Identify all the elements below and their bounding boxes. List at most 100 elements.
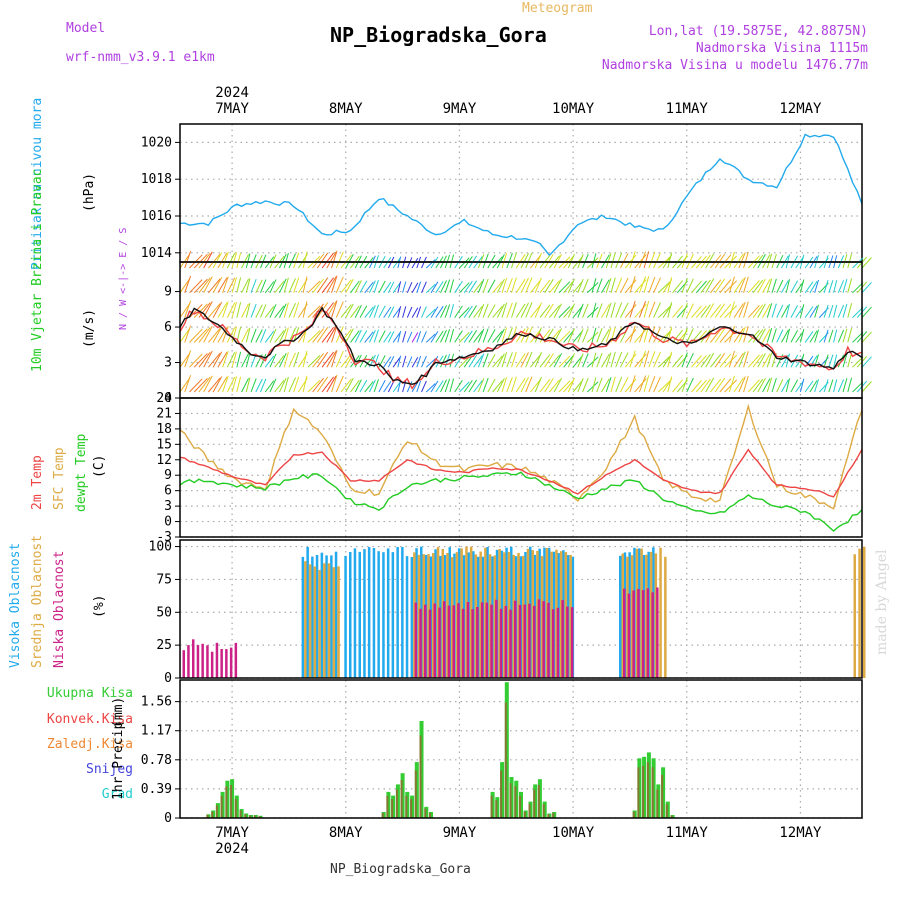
mid-cloud-bar-88 <box>484 547 487 678</box>
wind-barb-3-1 <box>193 278 208 294</box>
low-cloud-bar-158 <box>537 599 541 678</box>
top-day-label-3: 10MAY <box>552 101 595 117</box>
mid-cloud-bar-112 <box>645 554 648 678</box>
wind-barb-144-0 <box>861 257 872 269</box>
wind-barb-28-5 <box>312 377 324 393</box>
mid-cloud-bar-109 <box>630 555 634 678</box>
mid-cloud-bar-100 <box>540 556 544 678</box>
wind-barb-76-4 <box>539 354 551 368</box>
low-cloud-bar-127 <box>215 642 219 678</box>
wind-barb-22-4 <box>283 352 289 368</box>
wind-barb-63-4 <box>477 353 485 368</box>
low-cloud-bar-168 <box>632 590 635 678</box>
wind-barb-73-4 <box>525 351 533 368</box>
wind-barb-56-2 <box>444 304 451 318</box>
wind-barb-128-4 <box>785 353 790 368</box>
wind-barb-80-3 <box>558 330 571 343</box>
wind-barb-5-1 <box>203 276 213 294</box>
wind-barb-100-0 <box>653 252 661 269</box>
mid-cloud-label: Srednja Oblacnost <box>30 534 45 668</box>
wind-barb-124-0 <box>766 253 773 269</box>
wind-barb-128-2 <box>785 303 790 318</box>
wind-barb-17-2 <box>260 304 267 318</box>
wind-barb-8-4 <box>217 351 228 368</box>
wind-barb-24-0 <box>293 252 300 269</box>
wind-barb-127-2 <box>781 305 789 318</box>
wind-barb-98-1 <box>643 276 650 293</box>
wind-barb-87-2 <box>591 302 597 318</box>
wind-barb-117-1 <box>733 278 744 294</box>
wind-ylabel: 10m Vjetar Brzina i Pravac <box>30 168 45 373</box>
wind-barb-71-5 <box>515 378 526 393</box>
wind-barb-132-3 <box>804 331 814 343</box>
wind-barb-3-4 <box>193 353 208 368</box>
temperature-ytick-label-9: 24 <box>156 391 172 406</box>
wind-barb-114-4 <box>719 353 732 368</box>
wind-barb-81-1 <box>563 280 574 294</box>
bottom-day-label-3: 10MAY <box>552 825 595 841</box>
wind-barb-24-5 <box>293 376 300 393</box>
wind-barb-29-0 <box>316 252 329 269</box>
wind-barb-53-3 <box>430 331 439 343</box>
wind-barb-39-4 <box>364 356 374 368</box>
wind-barb-41-5 <box>373 379 379 393</box>
wind-barb-108-5 <box>691 379 702 393</box>
wind-barb-99-4 <box>648 351 656 368</box>
wind-barb-141-4 <box>847 352 853 368</box>
wind-barb-42-2 <box>378 305 386 318</box>
wind-barb-131-1 <box>799 279 805 293</box>
wind-barb-51-2 <box>421 306 427 318</box>
wind-barb-101-4 <box>658 355 671 368</box>
convective-bar-17 <box>405 795 408 818</box>
wind-barb-72-3 <box>520 327 529 343</box>
wind-barb-90-1 <box>605 277 612 293</box>
wind-barb-21-2 <box>279 303 287 318</box>
wind-barb-1-5 <box>184 375 192 393</box>
convective-bar-44 <box>665 804 668 818</box>
wind-barb-18-4 <box>264 355 275 368</box>
low-cloud-bar-124 <box>201 643 204 678</box>
wind-barb-29-1 <box>316 277 329 294</box>
wind-barb-90-0 <box>605 253 612 269</box>
wind-barb-57-1 <box>449 279 455 293</box>
wind-barb-110-1 <box>700 279 711 294</box>
wind-barb-86-2 <box>586 306 599 318</box>
wind-barb-84-1 <box>577 278 584 293</box>
wind-barb-32-2 <box>331 300 338 318</box>
wind-barb-104-4 <box>672 354 683 368</box>
wind-barb-130-1 <box>795 281 805 294</box>
wind-barb-106-2 <box>681 302 688 318</box>
model-label: Model <box>66 21 106 36</box>
wind-barb-116-5 <box>728 375 735 393</box>
high-cloud-bar-18 <box>391 552 395 678</box>
wind-barb-75-4 <box>534 352 542 368</box>
wind-barb-101-2 <box>658 306 671 318</box>
wind-barb-51-4 <box>421 355 427 368</box>
convective-bar-25 <box>500 770 503 818</box>
wind-barb-4-1 <box>198 277 211 294</box>
wind-barb-28-3 <box>312 328 324 343</box>
pressure-line <box>179 133 863 257</box>
wind-barb-117-3 <box>733 328 744 343</box>
wind-barb-61-3 <box>468 330 478 343</box>
wind-barb-44-1 <box>387 281 395 294</box>
wind-barb-94-3 <box>624 328 637 343</box>
wind-barb-83-5 <box>572 380 583 393</box>
low-cloud-bar-136 <box>433 603 436 678</box>
wind-barb-30-2 <box>321 302 334 318</box>
wind-barb-49-3 <box>411 332 419 343</box>
wind-barb-81-5 <box>563 379 574 393</box>
bottom-day-label-2: 9MAY <box>443 825 477 841</box>
low-cloud-bar-146 <box>480 602 484 678</box>
wind-barb-49-5 <box>411 381 419 393</box>
wind-barb-19-2 <box>269 304 277 318</box>
convective-bar-45 <box>670 815 673 818</box>
sfc-temp-label: SFC Temp <box>52 447 67 510</box>
wind-barb-91-5 <box>610 376 616 393</box>
high-cloud-bar-21 <box>405 556 409 678</box>
wind-barb-70-1 <box>511 277 517 293</box>
wind-barb-84-4 <box>577 353 584 368</box>
wind-barb-51-3 <box>421 331 427 343</box>
mid-cloud-bar-78 <box>436 547 440 678</box>
wind-barb-17-4 <box>260 353 267 368</box>
